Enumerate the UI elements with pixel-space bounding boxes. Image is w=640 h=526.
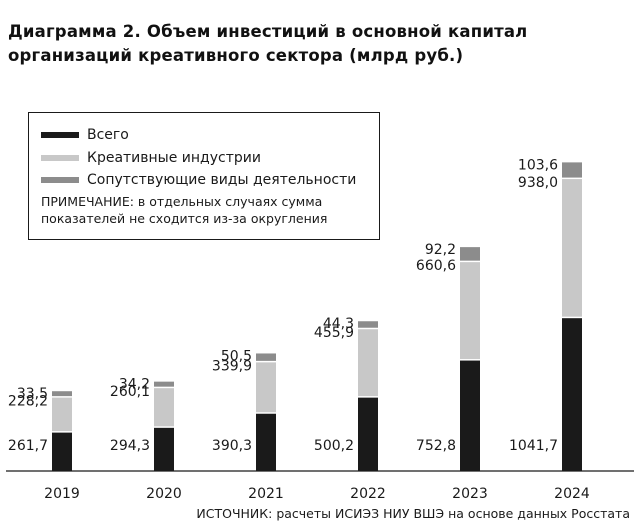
chart-title: Диаграмма 2. Объем инвестиций в основной… [8, 20, 628, 68]
bar-total-2024 [562, 318, 582, 471]
legend-swatch-total [41, 132, 79, 138]
data-label-total-2020: 294,3 [110, 438, 150, 454]
data-label-related-2022: 44,3 [323, 316, 354, 332]
chart-title-line-2: организаций креативного сектора (млрд ру… [8, 46, 464, 65]
data-label-total-2024: 1041,7 [509, 438, 558, 454]
x-tick-label-2023: 2023 [452, 486, 488, 502]
data-label-related-2019: 33,5 [17, 386, 48, 402]
bar-related-2023 [460, 247, 480, 261]
legend-label-total: Всего [87, 127, 129, 143]
chart-source: ИСТОЧНИК: расчеты ИСИЭЗ НИУ ВШЭ на основ… [196, 506, 630, 521]
bar-related-2019 [52, 391, 72, 397]
bar-related-2024 [562, 162, 582, 178]
chart-note-line-1: ПРИМЕЧАНИЕ: в отдельных случаях сумма [41, 194, 323, 209]
data-label-creative-2024: 938,0 [518, 175, 558, 191]
bar-related-2020 [154, 381, 174, 387]
legend: Всего Креативные индустрии Сопутствующие… [28, 112, 380, 240]
legend-item-creative-industries: Креативные индустрии [41, 148, 261, 168]
legend-label-creative-industries: Креативные индустрии [87, 150, 261, 166]
legend-swatch-related-activities [41, 177, 79, 183]
data-label-creative-2020: 260,1 [110, 384, 150, 400]
legend-swatch-creative-industries [41, 155, 79, 161]
x-tick-label-2024: 2024 [554, 486, 590, 502]
legend-label-related-activities: Сопутствующие виды деятельности [87, 172, 357, 188]
bar-total-2021 [256, 413, 276, 471]
x-tick-label-2021: 2021 [248, 486, 284, 502]
data-label-total-2022: 500,2 [314, 438, 354, 454]
data-label-total-2023: 752,8 [416, 438, 456, 454]
data-label-creative-2021: 339,9 [212, 358, 252, 374]
data-label-total-2019: 261,7 [8, 438, 48, 454]
legend-item-total: Всего [41, 125, 129, 145]
data-label-creative-2023: 660,6 [416, 258, 456, 274]
bar-creative-2024 [562, 179, 582, 317]
data-label-related-2021: 50,5 [221, 348, 252, 364]
bar-related-2022 [358, 321, 378, 328]
bar-creative-2019 [52, 397, 72, 432]
data-label-related-2024: 103,6 [518, 157, 558, 173]
bar-total-2023 [460, 360, 480, 471]
data-label-related-2023: 92,2 [425, 242, 456, 258]
x-tick-label-2020: 2020 [146, 486, 182, 502]
x-tick-label-2022: 2022 [350, 486, 386, 502]
bar-creative-2020 [154, 388, 174, 427]
bar-total-2020 [154, 427, 174, 471]
data-label-total-2021: 390,3 [212, 438, 252, 454]
data-label-creative-2022: 455,9 [314, 325, 354, 341]
bar-related-2021 [256, 353, 276, 361]
chart-note-line-2: показателей не сходится из-за округления [41, 211, 328, 226]
chart-title-line-1: Диаграмма 2. Объем инвестиций в основной… [8, 22, 528, 41]
bar-creative-2023 [460, 262, 480, 360]
bar-total-2022 [358, 397, 378, 471]
bar-total-2019 [52, 432, 72, 471]
bar-creative-2022 [358, 329, 378, 397]
bar-creative-2021 [256, 362, 276, 413]
x-tick-label-2019: 2019 [44, 486, 80, 502]
legend-item-related-activities: Сопутствующие виды деятельности [41, 170, 356, 190]
data-label-creative-2019: 228,2 [8, 394, 48, 410]
chart-note: ПРИМЕЧАНИЕ: в отдельных случаях сумма по… [41, 193, 371, 227]
data-label-related-2020: 34,2 [119, 377, 150, 393]
